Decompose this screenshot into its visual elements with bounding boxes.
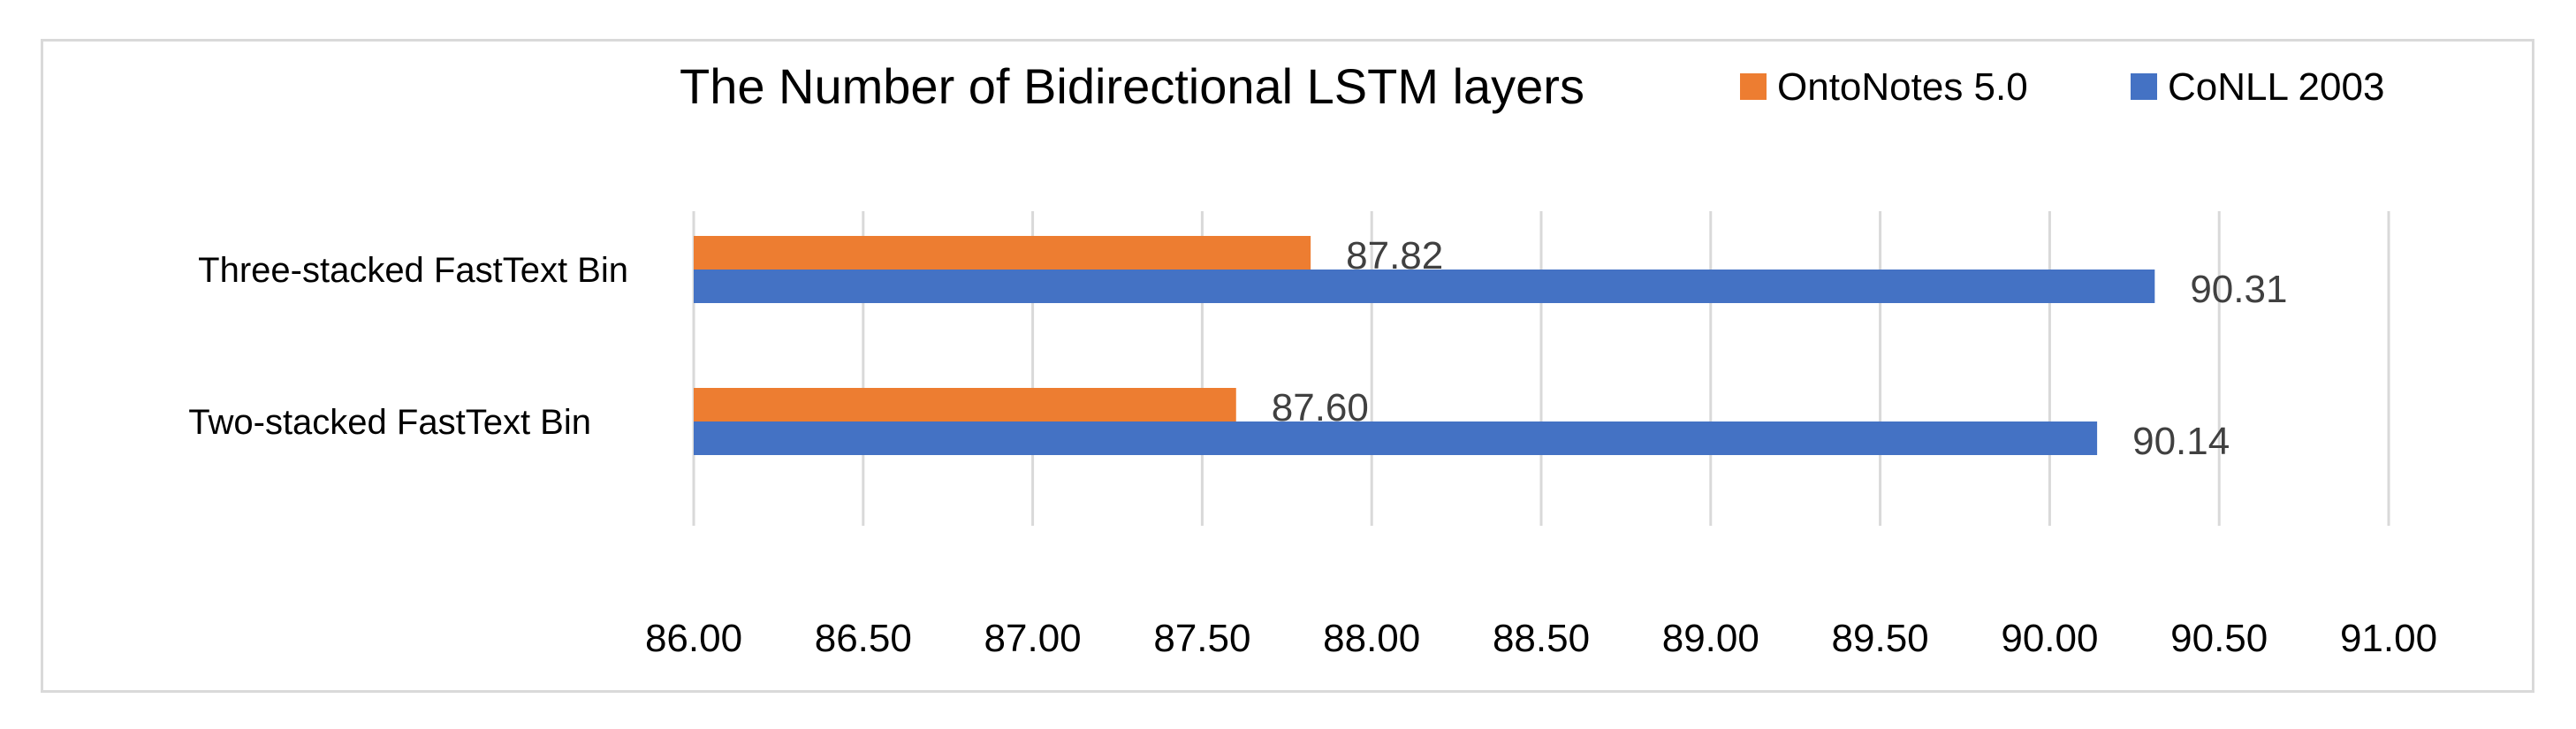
bar-conll-2003-three-stacked-fasttext-bin bbox=[694, 270, 2155, 303]
x-tick-label-90-00: 90.00 bbox=[2001, 617, 2098, 660]
category-labels: Two-stacked FastText Bin Three-stacked Fa… bbox=[188, 251, 628, 442]
legend-label-ontonotes: OntoNotes 5.0 bbox=[1777, 65, 2028, 109]
category-label-two-stacked-fasttext-bin: Two-stacked FastText Bin bbox=[188, 403, 591, 442]
bar-ontonotes-5-0-three-stacked-fasttext-bin bbox=[694, 236, 1311, 270]
category-label-three-stacked-fasttext-bin: Three-stacked FastText Bin bbox=[198, 251, 628, 290]
legend-swatch-conll bbox=[2131, 73, 2157, 100]
bars bbox=[694, 236, 2155, 455]
data-labels: 87.60 90.14 87.82 90.31 bbox=[1272, 234, 2288, 463]
data-label-ontonotes-5-0-three-stacked-fasttext-bin: 87.82 bbox=[1346, 234, 1443, 277]
x-tick-label-89-50: 89.50 bbox=[1832, 617, 1929, 660]
x-tick-label-86-50: 86.50 bbox=[815, 617, 912, 660]
x-tick-label-87-00: 87.00 bbox=[984, 617, 1082, 660]
chart-title: The Number of Bidirectional LSTM layers bbox=[680, 58, 1584, 114]
data-label-ontonotes-5-0-two-stacked-fasttext-bin: 87.60 bbox=[1272, 386, 1369, 429]
bar-conll-2003-two-stacked-fasttext-bin bbox=[694, 421, 2098, 455]
chart-frame: 87.60 90.14 87.82 90.31 86.00 86.50 87.00 87.5… bbox=[41, 39, 2534, 693]
data-label-conll-2003-two-stacked-fasttext-bin: 90.14 bbox=[2132, 420, 2230, 463]
x-tick-label-91-00: 91.00 bbox=[2340, 617, 2437, 660]
bar-ontonotes-5-0-two-stacked-fasttext-bin bbox=[694, 388, 1236, 421]
legend-label-conll: CoNLL 2003 bbox=[2168, 65, 2384, 109]
x-tick-labels: 86.00 86.50 87.00 87.50 88.00 88.50 89.00 89.50… bbox=[645, 617, 2437, 660]
x-tick-label-88-50: 88.50 bbox=[1493, 617, 1590, 660]
legend: OntoNotes 5.0 CoNLL 2003 bbox=[1740, 65, 2384, 109]
x-tick-label-89-00: 89.00 bbox=[1662, 617, 1759, 660]
chart-svg: 87.60 90.14 87.82 90.31 86.00 86.50 87.00 87.5… bbox=[188, 58, 2437, 660]
legend-item-conll: CoNLL 2003 bbox=[2131, 65, 2384, 109]
x-tick-label-88-00: 88.00 bbox=[1323, 617, 1420, 660]
x-tick-label-90-50: 90.50 bbox=[2170, 617, 2268, 660]
legend-swatch-ontonotes bbox=[1740, 73, 1767, 100]
legend-item-ontonotes: OntoNotes 5.0 bbox=[1740, 65, 2028, 109]
data-label-conll-2003-three-stacked-fasttext-bin: 90.31 bbox=[2190, 268, 2287, 311]
x-tick-label-87-50: 87.50 bbox=[1153, 617, 1250, 660]
x-tick-label-86-00: 86.00 bbox=[645, 617, 742, 660]
